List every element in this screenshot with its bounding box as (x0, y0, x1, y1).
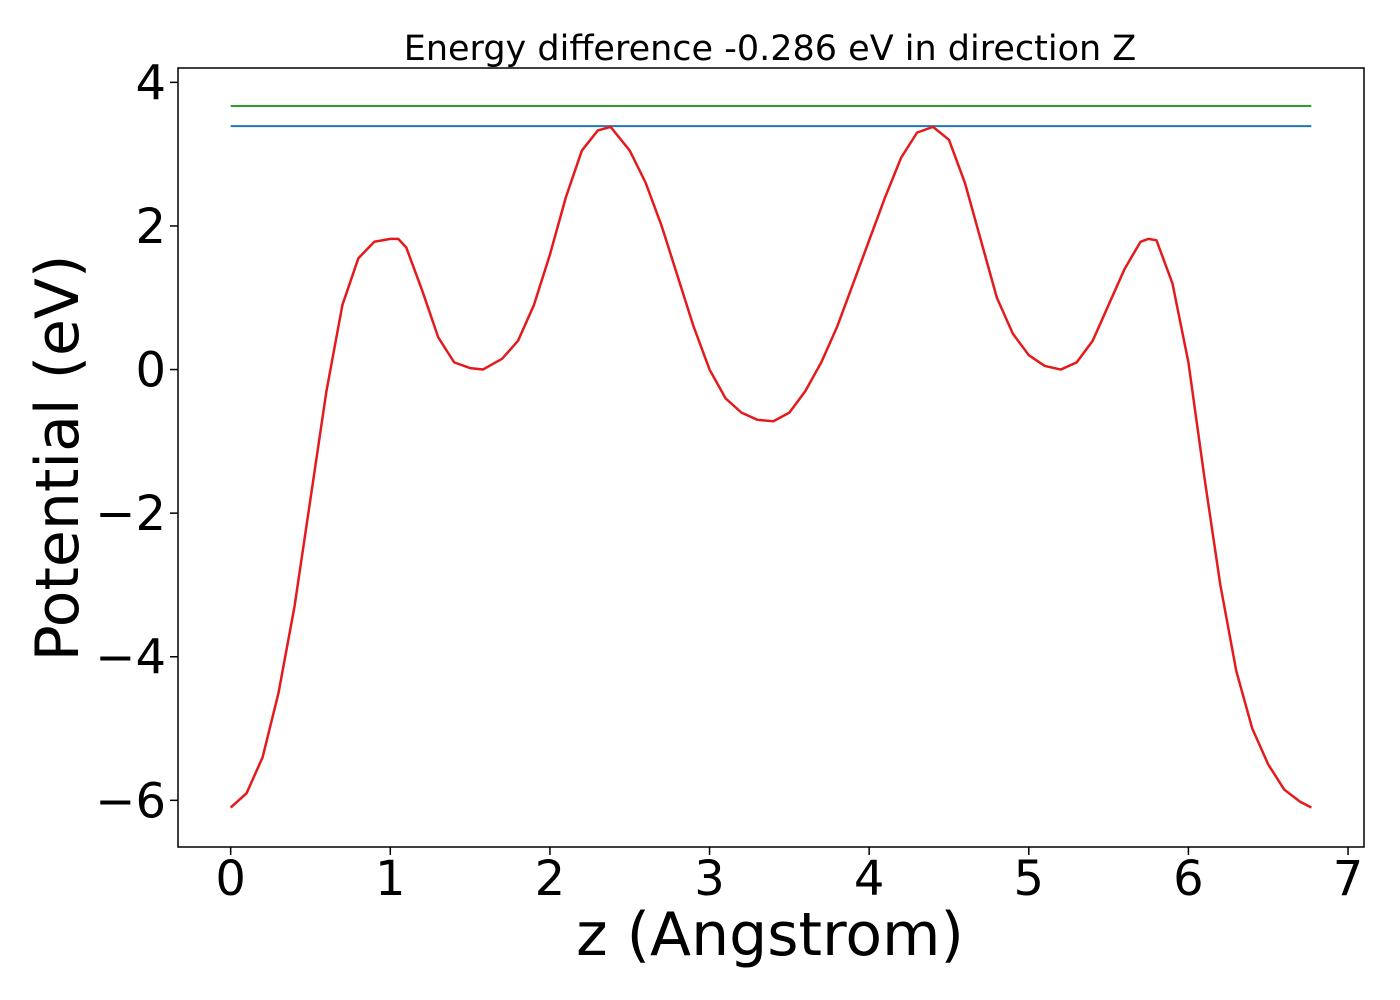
x-tick-label: 2 (535, 851, 566, 907)
y-tick-label: −4 (95, 630, 166, 686)
x-tick-label: 7 (1333, 851, 1364, 907)
chart-title: Energy difference -0.286 eV in direction… (404, 29, 1137, 69)
y-tick-label: −6 (95, 773, 166, 829)
x-tick-label: 3 (694, 851, 725, 907)
plot-area-frame (177, 67, 1365, 848)
series-layer (229, 105, 1312, 809)
potential-curve-line (229, 125, 1312, 809)
x-tick-label: 1 (375, 851, 406, 907)
y-axis: −6 −4 −2 0 2 4 (95, 55, 178, 829)
y-tick-label: −2 (95, 486, 166, 542)
x-tick-label: 0 (215, 851, 246, 907)
x-tick-label: 4 (854, 851, 885, 907)
x-axis: 0 1 2 3 4 5 6 7 (215, 847, 1363, 907)
y-tick-label: 0 (135, 343, 166, 399)
y-tick-label: 4 (135, 55, 166, 111)
y-tick-label: 2 (135, 199, 166, 255)
x-tick-label: 5 (1014, 851, 1045, 907)
x-tick-label: 6 (1173, 851, 1204, 907)
x-axis-label: z (Angstrom) (576, 900, 964, 970)
y-axis-label: Potential (eV) (23, 255, 93, 662)
